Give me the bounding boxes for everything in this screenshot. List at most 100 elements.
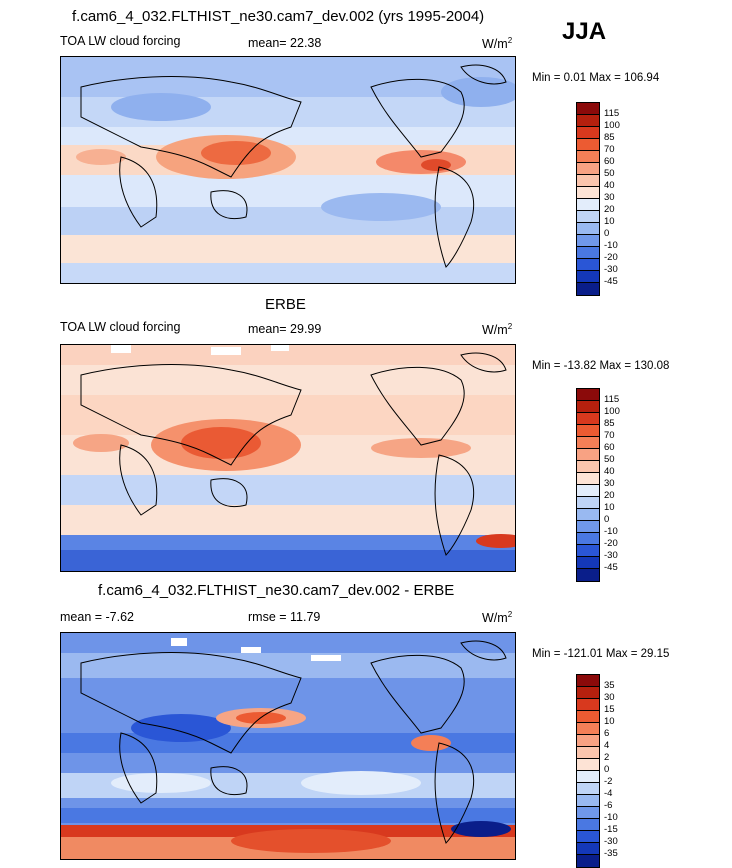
colorbar-tick-label: 10 (604, 502, 615, 513)
panel2-variable: TOA LW cloud forcing (60, 320, 181, 334)
colorbar-swatch (577, 151, 599, 163)
colorbar-tick-label: 50 (604, 454, 615, 465)
colorbar-tick-label: -2 (604, 776, 613, 787)
colorbar-tick-label: 10 (604, 716, 615, 727)
panel1-colorbar (576, 102, 600, 296)
colorbar-swatch (577, 413, 599, 425)
colorbar-tick-label: 0 (604, 228, 610, 239)
colorbar-tick-label: 100 (604, 120, 620, 131)
panel3-map (60, 632, 516, 860)
panel2-title: ERBE (265, 296, 306, 313)
panel1-units: W/m2 (482, 36, 513, 52)
colorbar-tick-label: 30 (604, 478, 615, 489)
colorbar-tick-label: 70 (604, 430, 615, 441)
colorbar-tick-label: 85 (604, 132, 615, 143)
colorbar-swatch (577, 235, 599, 247)
panel2-colorbar (576, 388, 600, 582)
panel2-minmax: Min = -13.82 Max = 130.08 (532, 360, 670, 372)
colorbar-swatch (577, 509, 599, 521)
colorbar-swatch (577, 675, 599, 687)
panel2-units: W/m2 (482, 322, 513, 338)
colorbar-tick-label: -15 (604, 824, 618, 835)
colorbar-tick-label: 0 (604, 514, 610, 525)
colorbar-swatch (577, 389, 599, 401)
colorbar-swatch (577, 819, 599, 831)
colorbar-tick-label: 70 (604, 144, 615, 155)
colorbar-swatch (577, 103, 599, 115)
colorbar-swatch (577, 831, 599, 843)
colorbar-swatch (577, 855, 599, 867)
colorbar-swatch (577, 187, 599, 199)
colorbar-tick-label: 10 (604, 216, 615, 227)
colorbar-swatch (577, 139, 599, 151)
colorbar-tick-label: -10 (604, 526, 618, 537)
panel3-mean: mean = -7.62 (60, 610, 135, 624)
colorbar-swatch (577, 199, 599, 211)
colorbar-tick-label: -10 (604, 812, 618, 823)
colorbar-tick-label: 60 (604, 156, 615, 167)
colorbar-swatch (577, 497, 599, 509)
colorbar-swatch (577, 569, 599, 581)
colorbar-swatch (577, 401, 599, 413)
colorbar-tick-label: 115 (604, 394, 620, 405)
colorbar-swatch (577, 759, 599, 771)
colorbar-swatch (577, 771, 599, 783)
colorbar-swatch (577, 521, 599, 533)
colorbar-tick-label: 2 (604, 752, 610, 763)
panel1-map (60, 56, 516, 284)
colorbar-swatch (577, 795, 599, 807)
colorbar-tick-label: -45 (604, 276, 618, 287)
panel1-title: f.cam6_4_032.FLTHIST_ne30.cam7_dev.002 (… (72, 8, 485, 25)
panel3-colorbar (576, 674, 600, 868)
colorbar-tick-label: 20 (604, 490, 615, 501)
colorbar-swatch (577, 437, 599, 449)
colorbar-swatch (577, 843, 599, 855)
colorbar-tick-label: -30 (604, 550, 618, 561)
colorbar-tick-label: 60 (604, 442, 615, 453)
colorbar-swatch (577, 223, 599, 235)
colorbar-swatch (577, 735, 599, 747)
colorbar-swatch (577, 747, 599, 759)
colorbar-swatch (577, 259, 599, 271)
colorbar-tick-label: 30 (604, 692, 615, 703)
colorbar-swatch (577, 687, 599, 699)
colorbar-tick-label: 30 (604, 192, 615, 203)
colorbar-swatch (577, 283, 599, 295)
colorbar-tick-label: -10 (604, 240, 618, 251)
colorbar-tick-label: -30 (604, 264, 618, 275)
colorbar-tick-label: 115 (604, 108, 620, 119)
colorbar-swatch (577, 163, 599, 175)
colorbar-swatch (577, 271, 599, 283)
colorbar-swatch (577, 557, 599, 569)
colorbar-tick-label: 20 (604, 204, 615, 215)
colorbar-tick-label: -20 (604, 538, 618, 549)
colorbar-swatch (577, 425, 599, 437)
colorbar-swatch (577, 449, 599, 461)
colorbar-swatch (577, 699, 599, 711)
colorbar-swatch (577, 807, 599, 819)
colorbar-tick-label: 40 (604, 180, 615, 191)
panel3-units: W/m2 (482, 610, 513, 626)
panel1-variable: TOA LW cloud forcing (60, 34, 181, 48)
colorbar-tick-label: -20 (604, 252, 618, 263)
colorbar-swatch (577, 485, 599, 497)
colorbar-swatch (577, 211, 599, 223)
colorbar-tick-label: 4 (604, 740, 610, 751)
colorbar-swatch (577, 461, 599, 473)
colorbar-tick-label: 100 (604, 406, 620, 417)
colorbar-tick-label: 15 (604, 704, 615, 715)
panel3-title: f.cam6_4_032.FLTHIST_ne30.cam7_dev.002 -… (98, 582, 455, 599)
colorbar-swatch (577, 545, 599, 557)
colorbar-tick-label: 35 (604, 680, 615, 691)
colorbar-swatch (577, 247, 599, 259)
panel2-map (60, 344, 516, 572)
colorbar-tick-label: -4 (604, 788, 613, 799)
colorbar-tick-label: 40 (604, 466, 615, 477)
panel3-minmax: Min = -121.01 Max = 29.15 (532, 648, 670, 660)
colorbar-swatch (577, 473, 599, 485)
colorbar-swatch (577, 533, 599, 545)
colorbar-tick-label: 85 (604, 418, 615, 429)
colorbar-swatch (577, 127, 599, 139)
panel1-minmax: Min = 0.01 Max = 106.94 (532, 72, 660, 84)
panel2-mean: mean= 29.99 (248, 322, 322, 336)
